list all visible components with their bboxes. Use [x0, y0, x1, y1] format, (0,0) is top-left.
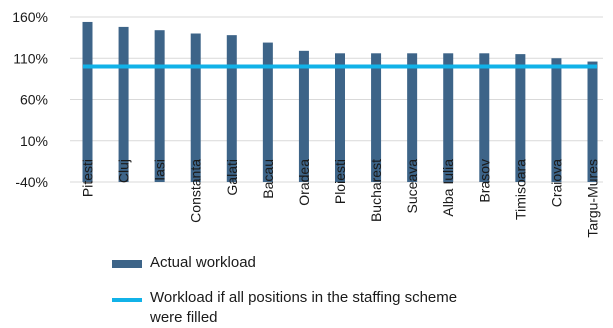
legend-label-actual-workload: Actual workload — [150, 254, 256, 271]
x-axis-categories: Pitesti Cluj Iasi Constanta Galati Bacau Orade… — [80, 159, 601, 238]
bar — [371, 53, 382, 182]
bar — [154, 30, 165, 183]
bar — [262, 42, 273, 183]
legend-label-filled-positions: Workload if all positions in the staffin… — [150, 289, 458, 326]
x-category-label: Galati — [224, 159, 240, 196]
x-category-label: Pitesti — [80, 159, 96, 197]
x-category-label: Timisoara — [512, 159, 528, 220]
x-category-label: Bacau — [260, 159, 276, 199]
y-tick-label: 160% — [12, 9, 48, 25]
bar — [551, 58, 562, 182]
bars-actual-workload — [82, 21, 598, 183]
legend-swatch-bar — [112, 260, 142, 268]
x-category-label: Cluj — [116, 159, 132, 183]
y-axis-ticks: 160% 110% 60% 10% -40% — [12, 9, 48, 190]
x-category-label: Ploiesti — [332, 159, 348, 204]
y-tick-label: 110% — [13, 50, 48, 66]
bar — [118, 26, 129, 183]
legend-swatch-line — [112, 298, 142, 302]
bar — [335, 53, 345, 182]
x-category-label: Craiova — [548, 159, 564, 207]
bar — [298, 50, 309, 183]
y-tick-label: 10% — [20, 133, 48, 149]
x-category-label: Targu-Mures — [585, 159, 601, 238]
y-tick-label: -40% — [15, 174, 48, 190]
x-category-label: Suceava — [404, 159, 420, 214]
bar — [226, 35, 237, 183]
bar — [587, 61, 598, 182]
bar — [515, 54, 526, 182]
bar — [190, 33, 201, 182]
y-tick-label: 60% — [20, 92, 48, 108]
bar — [407, 53, 418, 182]
x-category-label: Iasi — [152, 159, 168, 181]
x-category-label: Oradea — [296, 159, 312, 206]
x-category-label: Bucharest — [368, 159, 384, 222]
bar — [479, 53, 490, 182]
x-category-label: Alba Iulia — [440, 159, 456, 217]
bar — [443, 53, 454, 182]
bar — [82, 21, 93, 183]
x-category-label: Brasov — [476, 159, 492, 203]
x-category-label: Constanta — [188, 159, 204, 223]
